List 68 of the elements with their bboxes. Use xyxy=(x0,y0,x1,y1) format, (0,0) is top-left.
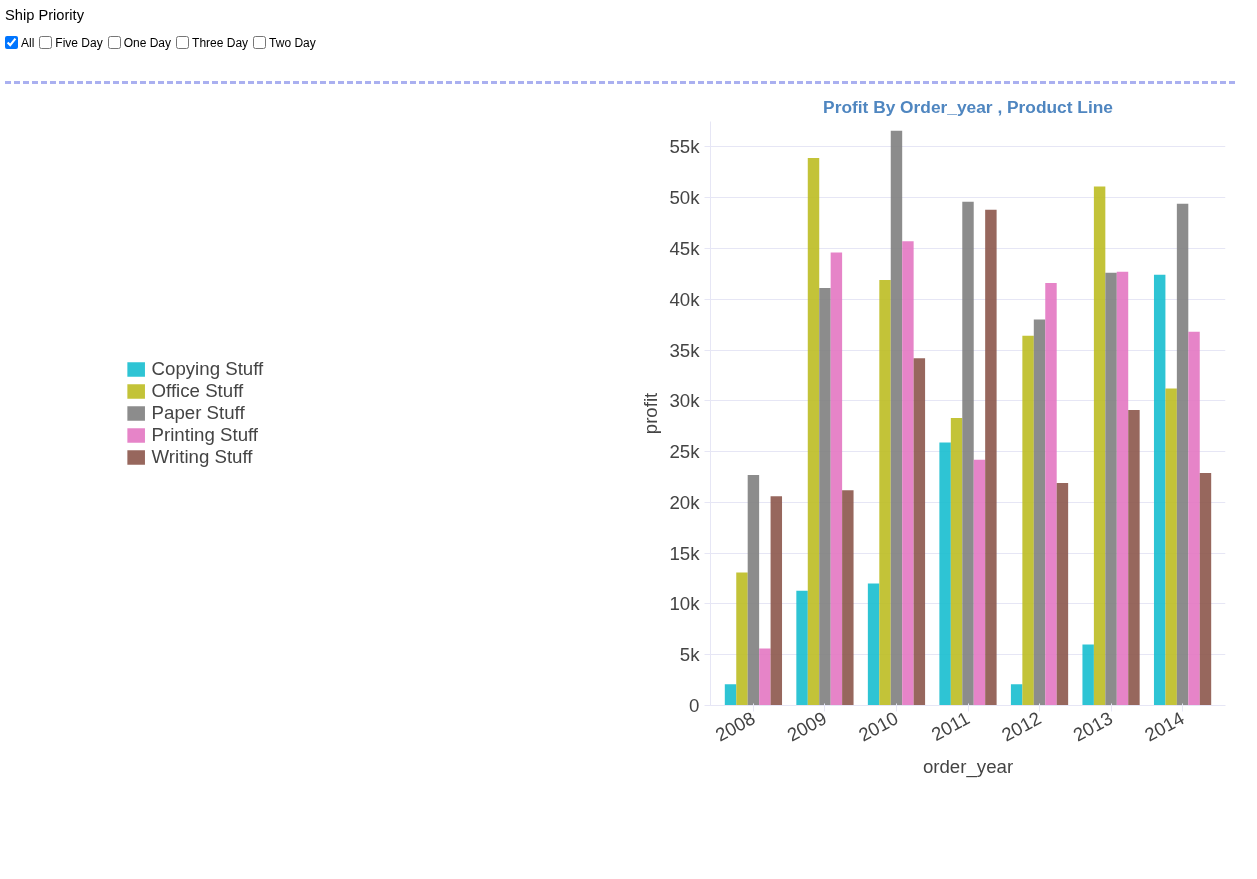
legend-label: Office Stuff xyxy=(151,380,244,403)
bar xyxy=(770,496,783,706)
x-axis-title: order_year xyxy=(922,755,1014,778)
legend-label: Paper Stuff xyxy=(151,402,245,425)
bar xyxy=(1199,473,1212,706)
bar xyxy=(1116,271,1129,706)
bar xyxy=(867,583,880,706)
legend-label: Writing Stuff xyxy=(151,446,253,469)
chart-title: Profit By Order_year , Product Line xyxy=(823,96,1114,117)
text: One Day xyxy=(123,35,172,50)
y-tick-label: 15k xyxy=(669,542,701,564)
bar xyxy=(1082,644,1094,706)
bar xyxy=(807,158,820,706)
bar xyxy=(939,442,951,706)
y-tick-label: 55k xyxy=(669,136,701,158)
bar xyxy=(1022,335,1034,706)
bar xyxy=(1128,410,1140,706)
bar xyxy=(985,209,997,706)
y-tick-label: 25k xyxy=(669,441,701,463)
bar xyxy=(830,252,843,706)
text: Two Day xyxy=(269,35,316,50)
bar xyxy=(1045,283,1057,706)
y-tick-label: 20k xyxy=(669,491,701,513)
bar xyxy=(1188,331,1200,706)
y-tick-label: 40k xyxy=(669,288,701,310)
bar xyxy=(890,130,903,706)
bar xyxy=(879,280,891,706)
x-tick-label: 2012 xyxy=(998,707,1045,746)
bar xyxy=(962,201,974,706)
bar xyxy=(736,572,748,706)
bar xyxy=(1165,388,1177,706)
text: Ship Priority xyxy=(5,6,85,25)
text: Five Day xyxy=(55,35,103,50)
bar xyxy=(1153,274,1166,706)
bar xyxy=(913,358,926,706)
bar xyxy=(1010,684,1023,706)
x-tick-label: 2014 xyxy=(1141,707,1188,746)
bar xyxy=(1105,272,1117,706)
bar xyxy=(842,490,854,706)
y-tick-label: 35k xyxy=(669,339,701,361)
text: All xyxy=(21,35,35,50)
bar xyxy=(819,288,831,706)
bar xyxy=(796,590,808,706)
x-tick-label: 2008 xyxy=(711,707,759,746)
x-tick-label: 2011 xyxy=(927,707,974,746)
bar xyxy=(747,475,760,706)
y-axis-title: profit xyxy=(640,392,662,435)
x-tick-label: 2009 xyxy=(783,707,830,746)
y-tick-label: 0 xyxy=(689,695,700,717)
y-tick-label: 5k xyxy=(679,644,701,666)
legend-label: Printing Stuff xyxy=(151,424,259,447)
y-tick-label: 50k xyxy=(669,187,701,209)
bar xyxy=(1176,203,1189,706)
bar xyxy=(1056,483,1069,706)
bar xyxy=(902,241,914,706)
x-tick-label: 2010 xyxy=(855,707,902,746)
bar xyxy=(1093,186,1106,706)
y-tick-label: 30k xyxy=(669,390,701,412)
y-tick-label: 10k xyxy=(669,593,701,615)
bar xyxy=(759,648,771,706)
bar xyxy=(950,418,963,706)
bar xyxy=(1033,319,1046,706)
text: Three Day xyxy=(192,35,249,50)
bar xyxy=(973,459,986,706)
bar xyxy=(724,684,737,706)
y-tick-label: 45k xyxy=(669,238,701,260)
x-tick-label: 2013 xyxy=(1069,707,1117,746)
legend-label: Copying Stuff xyxy=(151,358,264,381)
